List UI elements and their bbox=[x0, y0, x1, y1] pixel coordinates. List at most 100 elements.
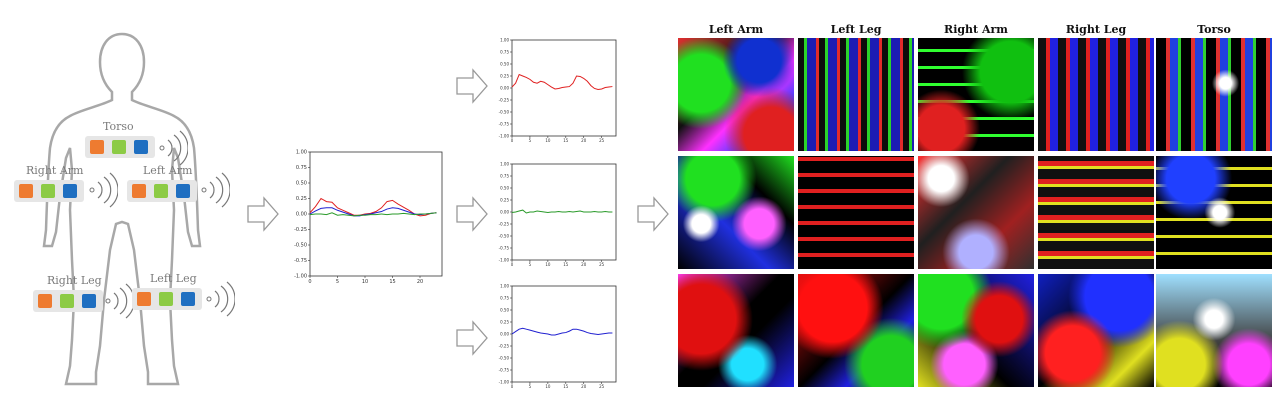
x-tick-label: 20 bbox=[581, 138, 587, 143]
x-tick-label: 5 bbox=[336, 279, 339, 285]
y-tick-label: 0.25 bbox=[500, 319, 509, 324]
x-tick-label: 0 bbox=[511, 384, 514, 389]
y-tick-label: -0.75 bbox=[499, 367, 510, 372]
right-arrow-icon bbox=[456, 196, 488, 232]
y-tick-label: 0.75 bbox=[500, 295, 509, 300]
x-tick-label: 15 bbox=[389, 279, 395, 285]
y-tick-label: 0.50 bbox=[500, 61, 509, 66]
y-tick-label: -0.75 bbox=[499, 121, 510, 126]
encoded-image bbox=[798, 274, 914, 387]
wireless-signal-icon bbox=[201, 172, 230, 208]
column-title-right-leg: Right Leg bbox=[1065, 23, 1127, 36]
y-tick-label: 0.00 bbox=[500, 331, 509, 336]
y-tick-label: 0.25 bbox=[500, 197, 509, 202]
y-tick-label: -0.50 bbox=[499, 109, 510, 114]
y-tick-label: -1.00 bbox=[499, 257, 510, 262]
x-tick-label: 5 bbox=[529, 384, 532, 389]
y-channel-square bbox=[154, 184, 168, 198]
plot-frame bbox=[511, 39, 617, 137]
encoded-image bbox=[678, 274, 794, 387]
right-arrow-icon bbox=[247, 196, 279, 232]
x-tick-label: 25 bbox=[599, 384, 605, 389]
x-tick-label: 0 bbox=[511, 262, 514, 267]
x-tick-label: 0 bbox=[308, 279, 311, 285]
y-tick-label: -0.50 bbox=[499, 355, 510, 360]
y-tick-label: -0.25 bbox=[499, 97, 510, 102]
encoded-image bbox=[1156, 156, 1272, 269]
encoded-image bbox=[798, 156, 914, 269]
x-tick-label: 20 bbox=[581, 384, 587, 389]
right-arrow-icon bbox=[637, 196, 669, 232]
combined-accel-plot: 1.00 0.75 0.50 0.25 0.00 -0.25 -0.50 -0.75 -1.00… bbox=[286, 146, 446, 290]
right-leg-sensor bbox=[33, 290, 103, 312]
encoded-image bbox=[918, 156, 1034, 269]
left-leg-sensor bbox=[132, 288, 202, 310]
right-arrow-icon bbox=[456, 68, 488, 104]
y-tick-label: 0.25 bbox=[500, 73, 509, 78]
x-tick-label: 15 bbox=[563, 384, 569, 389]
y-tick-label: 0.50 bbox=[296, 181, 307, 187]
encoded-image bbox=[918, 38, 1034, 151]
wireless-signal-icon bbox=[206, 281, 235, 317]
z-channel-square bbox=[134, 140, 148, 154]
y-tick-label: -1.00 bbox=[499, 133, 510, 138]
x-tick-label: 25 bbox=[599, 138, 605, 143]
column-title-left-arm: Left Arm bbox=[708, 23, 764, 36]
encoded-image bbox=[678, 156, 794, 269]
x-channel-square bbox=[19, 184, 33, 198]
x-tick-label: 10 bbox=[545, 138, 551, 143]
x-tick-label: 5 bbox=[529, 138, 532, 143]
y-channel-square bbox=[41, 184, 55, 198]
column-title-torso: Torso bbox=[1197, 23, 1231, 36]
wireless-signal-icon bbox=[89, 172, 118, 208]
y-tick-label: 0.75 bbox=[296, 165, 307, 171]
y-tick-label: -0.75 bbox=[499, 245, 510, 250]
y-channel-square bbox=[60, 294, 74, 308]
x-tick-label: 25 bbox=[599, 262, 605, 267]
series-line bbox=[309, 212, 437, 217]
y-tick-label: 0.75 bbox=[500, 49, 509, 54]
x-tick-label: 10 bbox=[362, 279, 368, 285]
y-tick-label: 0.00 bbox=[500, 85, 509, 90]
left-arm-sensor-label: Left Arm bbox=[143, 164, 193, 177]
torso-sensor-label: Torso bbox=[103, 120, 134, 133]
y-axis-accel-plot: 1.00 0.75 0.50 0.25 0.00 -0.25 -0.50 -0.75 -1.00… bbox=[490, 158, 620, 268]
y-tick-label: 0.75 bbox=[500, 173, 509, 178]
x-tick-label: 20 bbox=[581, 262, 587, 267]
series-line bbox=[511, 327, 613, 336]
wireless-signal-icon bbox=[159, 130, 188, 166]
y-tick-label: -1.00 bbox=[294, 274, 307, 280]
y-tick-label: -1.00 bbox=[499, 379, 510, 384]
y-tick-label: -0.50 bbox=[499, 233, 510, 238]
y-tick-label: -0.25 bbox=[294, 227, 307, 233]
y-tick-label: -0.75 bbox=[294, 258, 307, 264]
y-channel-square bbox=[112, 140, 126, 154]
y-tick-label: 1.00 bbox=[500, 37, 509, 42]
x-tick-label: 0 bbox=[511, 138, 514, 143]
series-line bbox=[511, 73, 613, 90]
series-line bbox=[511, 209, 613, 214]
encoded-image bbox=[1156, 274, 1272, 387]
y-tick-label: 1.00 bbox=[500, 283, 509, 288]
encoded-image bbox=[678, 38, 794, 151]
y-tick-label: 0.50 bbox=[500, 307, 509, 312]
y-tick-label: 0.25 bbox=[296, 196, 307, 202]
right-arrow-icon bbox=[456, 320, 488, 356]
y-tick-label: -0.50 bbox=[294, 243, 307, 249]
encoded-image bbox=[798, 38, 914, 151]
y-tick-label: -0.25 bbox=[499, 221, 510, 226]
y-tick-label: 1.00 bbox=[500, 161, 509, 166]
y-tick-label: -0.25 bbox=[499, 343, 510, 348]
x-channel-square bbox=[90, 140, 104, 154]
x-tick-label: 10 bbox=[545, 384, 551, 389]
y-tick-label: 0.50 bbox=[500, 185, 509, 190]
column-title-left-leg: Left Leg bbox=[830, 23, 882, 36]
y-channel-square bbox=[159, 292, 173, 306]
x-tick-label: 5 bbox=[529, 262, 532, 267]
x-channel-square bbox=[132, 184, 146, 198]
x-tick-label: 15 bbox=[563, 138, 569, 143]
x-tick-label: 10 bbox=[545, 262, 551, 267]
x-channel-square bbox=[137, 292, 151, 306]
right-arm-sensor-label: Right Arm bbox=[26, 164, 84, 177]
encoded-image bbox=[1038, 156, 1154, 269]
